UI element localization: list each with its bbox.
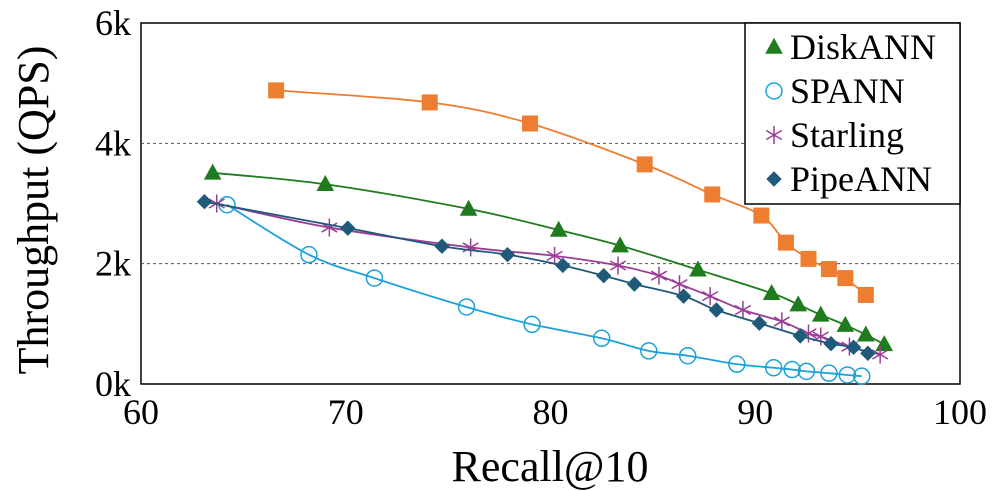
data-point-pipeann-11 — [823, 335, 839, 352]
x-axis-title: Recall@10 — [452, 442, 649, 491]
data-point-starling-0 — [208, 194, 225, 213]
data-point-diskann-6 — [762, 283, 781, 300]
data-point-diskann-1 — [316, 175, 335, 192]
data-point-diskann-9 — [836, 315, 855, 332]
data-point-unlabeled-1 — [421, 94, 438, 111]
axes: 60 70 80 90 100 0k 2k 4k 6k — [95, 3, 987, 432]
data-point-pipeann-8 — [708, 302, 725, 318]
data-point-pipeann-7 — [675, 288, 692, 304]
y-tick-label-6k: 6k — [95, 3, 131, 43]
legend-marker-spann — [765, 82, 783, 100]
data-point-spann-14 — [852, 367, 871, 385]
legend-marker-diskann — [765, 37, 783, 54]
data-point-starling-9 — [773, 312, 791, 331]
data-point-diskann-8 — [811, 305, 830, 322]
series-spann — [218, 195, 871, 385]
data-point-unlabeled-4 — [704, 186, 721, 203]
data-point-starling-6 — [671, 275, 688, 294]
data-point-pipeann-9 — [751, 315, 768, 331]
data-point-unlabeled-2 — [522, 115, 539, 132]
data-point-unlabeled-9 — [837, 270, 854, 287]
data-point-starling-4 — [609, 256, 627, 275]
data-point-pipeann-13 — [860, 345, 876, 362]
data-point-spann-9 — [764, 359, 783, 377]
data-point-diskann-5 — [689, 260, 707, 277]
data-point-starling-5 — [650, 266, 668, 285]
data-point-diskann-3 — [549, 220, 568, 237]
data-point-spann-7 — [678, 346, 697, 365]
data-point-spann-12 — [820, 364, 838, 382]
data-point-diskann-0 — [203, 163, 222, 180]
data-point-spann-8 — [728, 355, 746, 373]
legend-marker-pipeann — [766, 171, 782, 187]
legend-item-pipeann: PipeANN — [766, 159, 932, 199]
x-tick-label-60: 60 — [123, 392, 159, 432]
data-point-unlabeled-3 — [636, 156, 653, 173]
x-tick-label-100: 100 — [933, 392, 987, 432]
data-point-spann-3 — [457, 298, 476, 316]
data-point-starling-10 — [800, 324, 817, 343]
data-point-unlabeled-5 — [753, 207, 770, 224]
legend-label-starling: Starling — [790, 115, 904, 155]
data-point-spann-11 — [797, 362, 816, 381]
data-point-unlabeled-6 — [777, 234, 794, 251]
y-axis-title: Throughput (QPS) — [9, 46, 58, 375]
data-point-unlabeled-7 — [800, 250, 817, 267]
data-point-pipeann-10 — [792, 328, 808, 344]
legend-label-spann: SPANN — [790, 71, 905, 111]
data-point-pipeann-0 — [196, 193, 213, 210]
legend-item-spann: SPANN — [765, 71, 905, 111]
data-point-spann-5 — [592, 329, 611, 348]
y-tick-label-4k: 4k — [95, 123, 131, 163]
data-point-spann-13 — [838, 366, 857, 384]
data-point-spann-10 — [783, 360, 801, 379]
data-point-pipeann-12 — [845, 339, 862, 355]
legend-item-starling: Starling — [765, 115, 904, 155]
data-point-spann-1 — [300, 245, 318, 264]
legend-marker-starling — [765, 126, 783, 144]
data-point-spann-4 — [523, 315, 541, 334]
data-point-unlabeled-10 — [857, 286, 874, 303]
legend-item-diskann: DiskANN — [765, 27, 936, 67]
legend-label-pipeann: PipeANN — [790, 159, 932, 199]
y-tick-label-2k: 2k — [95, 244, 131, 284]
x-tick-label-80: 80 — [533, 392, 569, 432]
data-point-pipeann-1 — [340, 220, 356, 236]
data-point-diskann-7 — [789, 295, 808, 312]
data-point-diskann-2 — [459, 199, 478, 216]
data-point-spann-2 — [365, 269, 384, 287]
data-point-unlabeled-8 — [820, 261, 837, 278]
x-tick-label-70: 70 — [328, 392, 364, 432]
data-point-pipeann-6 — [626, 276, 643, 292]
data-point-pipeann-3 — [499, 246, 516, 263]
series-line-spann — [226, 203, 862, 378]
data-point-starling-7 — [702, 287, 719, 306]
data-point-diskann-10 — [857, 325, 875, 342]
data-point-starling-13 — [871, 345, 889, 364]
data-point-diskann-4 — [611, 236, 629, 253]
x-tick-label-90: 90 — [737, 392, 773, 432]
series-group — [196, 82, 894, 385]
legend-label-diskann: DiskANN — [790, 27, 936, 67]
data-point-pipeann-4 — [555, 257, 571, 274]
data-point-unlabeled-0 — [268, 82, 285, 99]
data-point-pipeann-2 — [434, 238, 450, 254]
data-point-spann-6 — [640, 342, 658, 360]
series-diskann — [203, 163, 894, 352]
data-point-starling-2 — [462, 238, 479, 257]
series-unlabeled — [268, 82, 874, 303]
y-tick-label-0k: 0k — [95, 364, 131, 404]
series-pipeann — [196, 193, 876, 362]
data-point-pipeann-5 — [596, 268, 612, 284]
data-point-starling-8 — [734, 300, 752, 319]
